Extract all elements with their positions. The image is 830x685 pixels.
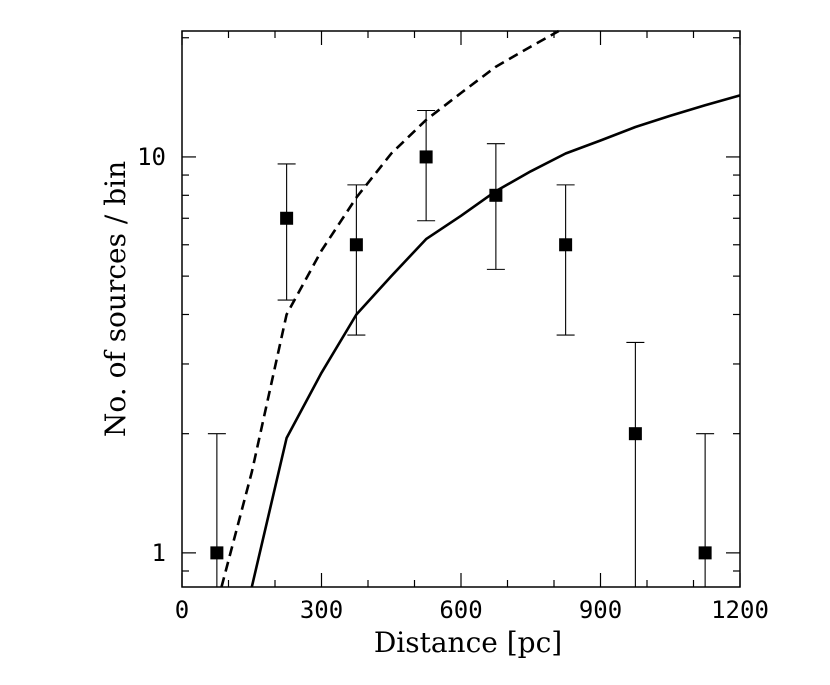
- data-point: [210, 546, 224, 560]
- dashed-model-curve: [220, 29, 560, 588]
- data-point: [419, 150, 433, 164]
- x-tick-label: 900: [579, 596, 622, 624]
- y-tick-label: 10: [137, 143, 166, 171]
- plot-frame: [181, 30, 741, 588]
- x-tick-label: 0: [175, 596, 189, 624]
- data-point: [698, 546, 712, 560]
- x-axis-title: Distance [pc]: [374, 626, 562, 659]
- data-point: [349, 238, 363, 252]
- y-axis-title: No. of sources / bin: [99, 161, 132, 437]
- data-point: [559, 238, 573, 252]
- model-curves: [220, 29, 741, 588]
- axis-ticks: [181, 31, 741, 587]
- x-tick-label: 1200: [711, 596, 769, 624]
- x-tick-label: 300: [300, 596, 343, 624]
- data-point: [280, 211, 294, 225]
- data-points: [207, 109, 715, 587]
- x-tick-label: 600: [439, 596, 482, 624]
- data-point: [628, 427, 642, 441]
- data-point: [489, 188, 503, 202]
- y-tick-label: 1: [152, 539, 166, 567]
- tick-labels: 0 300 600 900 1200 1 10: [137, 143, 769, 624]
